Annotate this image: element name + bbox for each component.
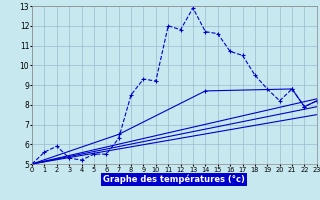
X-axis label: Graphe des températures (°c): Graphe des températures (°c) bbox=[103, 175, 245, 184]
